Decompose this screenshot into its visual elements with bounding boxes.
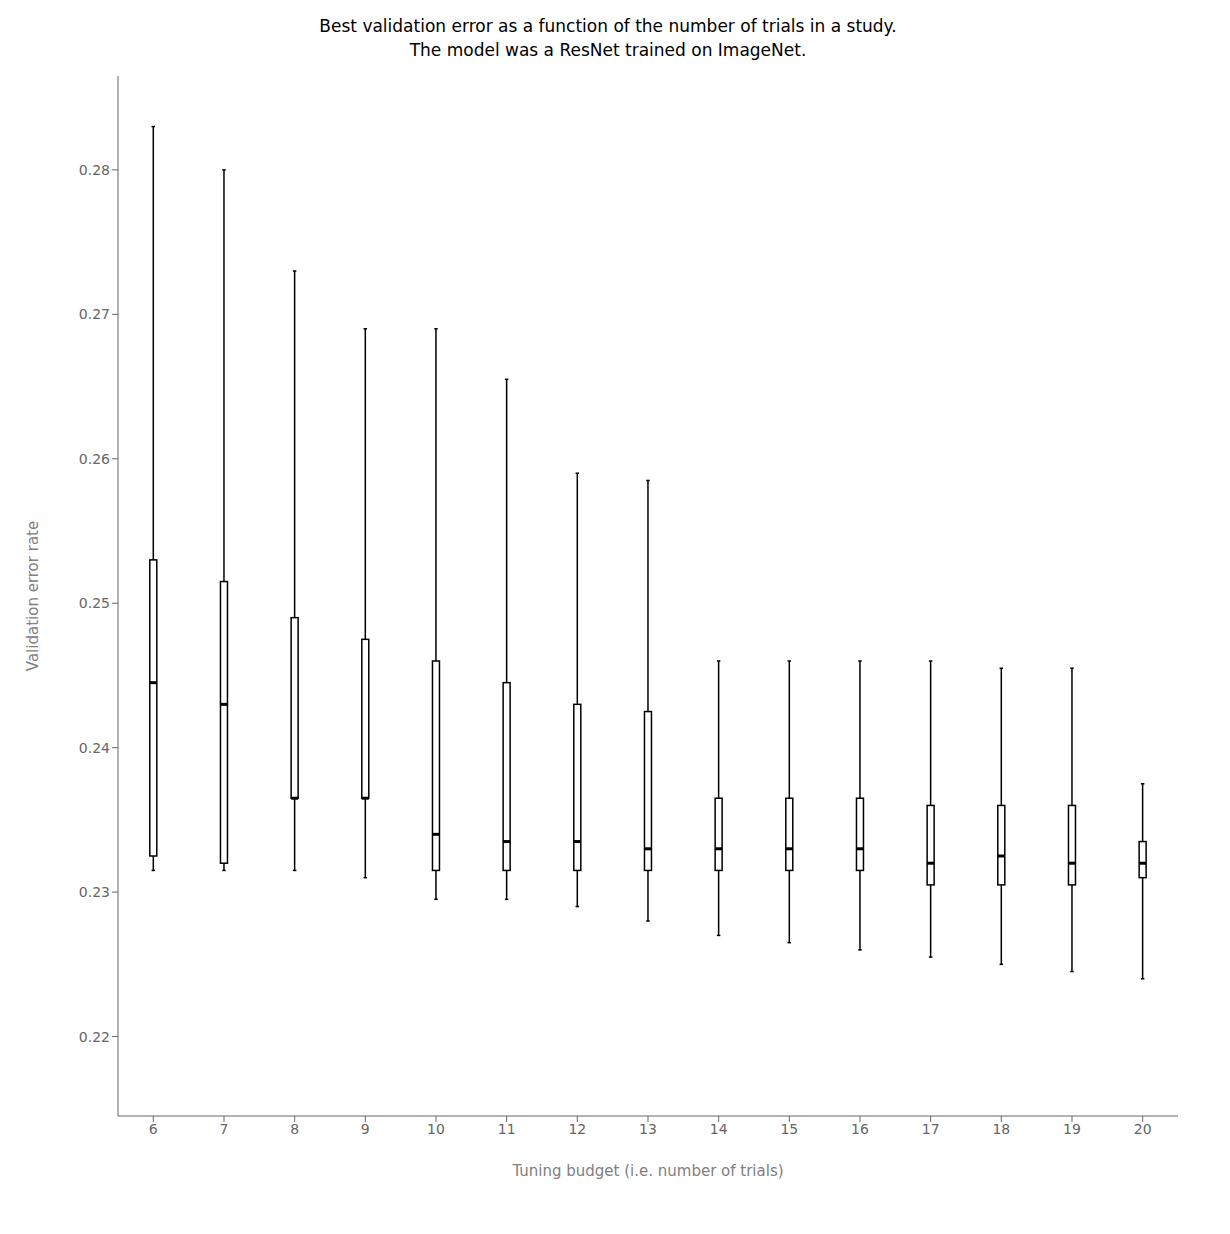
svg-text:18: 18 <box>992 1121 1010 1137</box>
svg-text:19: 19 <box>1063 1121 1081 1137</box>
svg-text:0.24: 0.24 <box>79 740 110 756</box>
svg-text:Validation error rate: Validation error rate <box>24 521 42 671</box>
svg-text:7: 7 <box>220 1121 229 1137</box>
svg-text:9: 9 <box>361 1121 370 1137</box>
svg-text:6: 6 <box>149 1121 158 1137</box>
svg-text:0.26: 0.26 <box>79 451 110 467</box>
svg-text:10: 10 <box>427 1121 445 1137</box>
svg-text:0.27: 0.27 <box>79 306 110 322</box>
html-text:Best validation error as a fun: Best validation error as a function of t… <box>319 16 897 60</box>
svg-text:8: 8 <box>290 1121 299 1137</box>
svg-text:Tuning budget (i.e. number of: Tuning budget (i.e. number of trials) <box>511 1162 783 1180</box>
svg-text:13: 13 <box>639 1121 657 1137</box>
svg-text:17: 17 <box>922 1121 940 1137</box>
svg-text:0.22: 0.22 <box>79 1029 110 1045</box>
svg-text:11: 11 <box>498 1121 516 1137</box>
svg-text:0.23: 0.23 <box>79 884 110 900</box>
svg-text:15: 15 <box>780 1121 798 1137</box>
svg-text:14: 14 <box>710 1121 728 1137</box>
svg-text:20: 20 <box>1134 1121 1152 1137</box>
svg-text:16: 16 <box>851 1121 869 1137</box>
svg-text:0.25: 0.25 <box>79 595 110 611</box>
svg-text:0.28: 0.28 <box>79 162 110 178</box>
svg-text:12: 12 <box>568 1121 586 1137</box>
